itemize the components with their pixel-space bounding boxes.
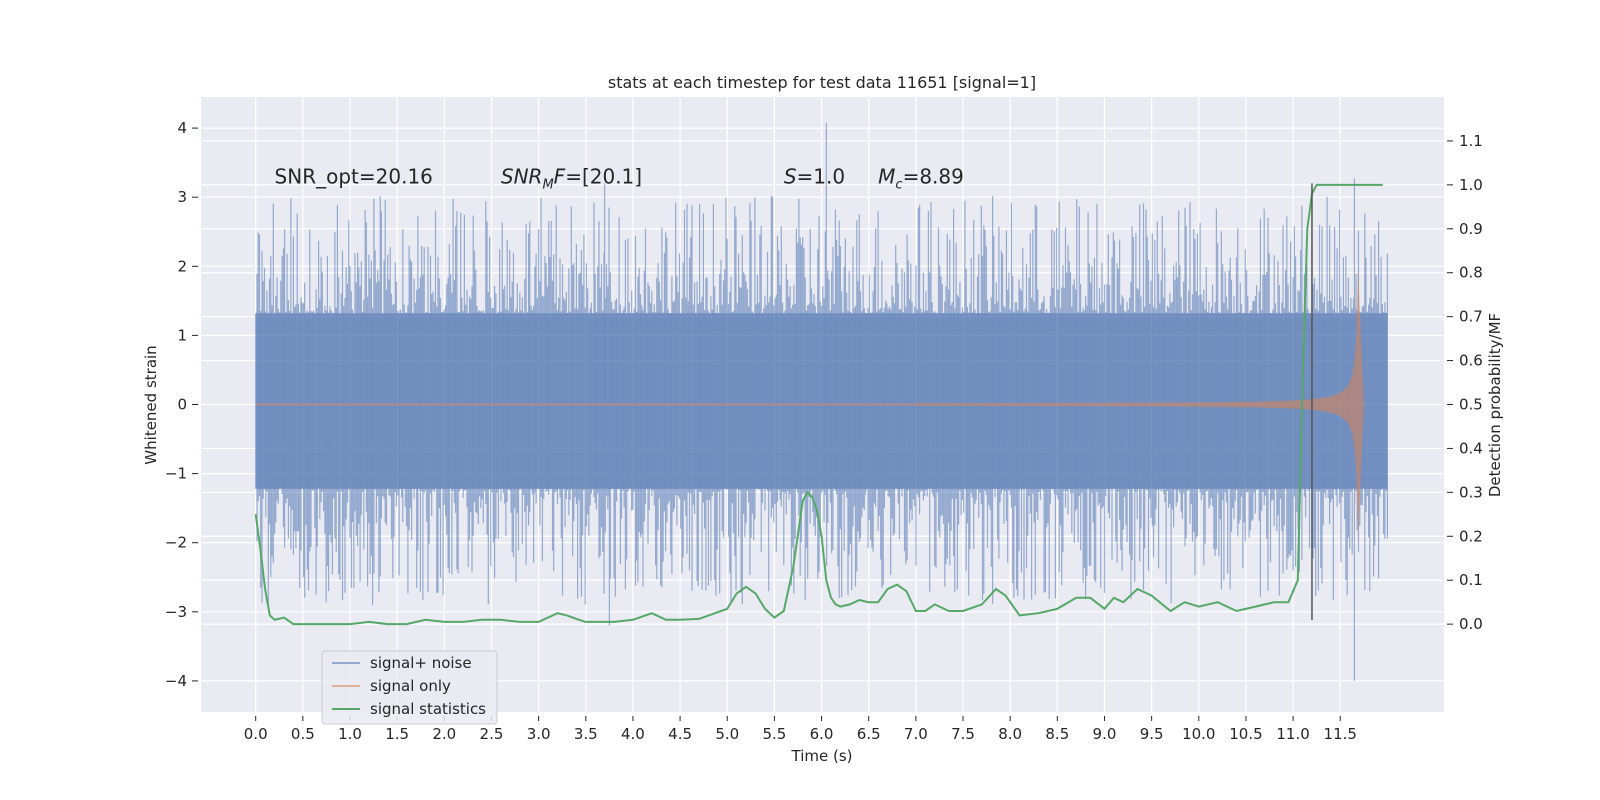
x-axis: 0.0 0.5 1.0 1.5 2.0 2.5 3.0 3.5 4.0 4.5 5.0 5.5 6.0 6…: [244, 716, 1357, 743]
x-tick-label: 2.0: [432, 725, 456, 743]
y-right-tick-label: 0.7: [1459, 308, 1483, 326]
x-tick-label: 11.0: [1276, 725, 1309, 743]
x-tick-label: 3.0: [527, 725, 551, 743]
x-tick-label: 10.0: [1182, 725, 1215, 743]
x-tick-label: 5.5: [762, 725, 786, 743]
legend-label-signal-statistics: signal statistics: [370, 700, 486, 718]
x-tick-label: 10.5: [1229, 725, 1262, 743]
x-tick-label: 5.0: [715, 725, 739, 743]
x-tick-label: 6.0: [810, 725, 834, 743]
signal-noise-series: [255, 122, 1388, 681]
mc-annotation: Mc=8.89: [878, 164, 964, 192]
y-tick-label: 4: [177, 119, 187, 137]
x-tick-label: 9.0: [1093, 725, 1117, 743]
x-tick-label: 1.5: [385, 725, 409, 743]
x-axis-label: Time (s): [791, 747, 853, 765]
y-tick-label: −2: [165, 534, 187, 552]
x-tick-label: 9.5: [1140, 725, 1164, 743]
y-tick-label: 3: [177, 188, 187, 206]
y-tick-label: 0: [177, 396, 187, 414]
y-right-tick-label: 1.0: [1459, 176, 1483, 194]
y-right-tick-label: 0.1: [1459, 571, 1483, 589]
y-right-tick-label: 0.8: [1459, 264, 1483, 282]
x-tick-label: 7.5: [951, 725, 975, 743]
x-tick-label: 0.5: [291, 725, 315, 743]
legend-label-signal-only: signal only: [370, 677, 451, 695]
y-right-tick-label: 0.0: [1459, 615, 1483, 633]
x-tick-label: 4.5: [668, 725, 692, 743]
snr-opt-annotation: SNR_opt=20.16: [275, 164, 433, 188]
legend-label-signal-noise: signal+ noise: [370, 654, 472, 672]
y-right-tick-label: 0.9: [1459, 220, 1483, 238]
x-tick-label: 3.5: [574, 725, 598, 743]
left-y-axis-label: Whitened strain: [142, 345, 160, 464]
chart-title: stats at each timestep for test data 116…: [608, 73, 1036, 92]
legend: signal+ noise signal only signal statist…: [321, 650, 498, 725]
x-tick-label: 6.5: [857, 725, 881, 743]
x-tick-label: 4.0: [621, 725, 645, 743]
y-right-tick-label: 0.2: [1459, 527, 1483, 545]
signal-statistics-line: [254, 183, 1383, 626]
signal-statistics-series: [254, 183, 1383, 626]
chirp-envelope: [915, 267, 1364, 542]
x-tick-label: 8.0: [998, 725, 1022, 743]
x-tick-label: 0.0: [244, 725, 268, 743]
snr-mf-annotation: SNRMF=[20.1]: [501, 164, 642, 192]
x-tick-label: 8.5: [1045, 725, 1069, 743]
legend-box: [321, 650, 498, 725]
y-tick-label: −1: [165, 465, 187, 483]
y-right-tick-label: 1.1: [1459, 132, 1483, 150]
annotations: SNR_opt=20.16 SNRMF=[20.1] S=1.0 Mc=8.89: [275, 164, 964, 192]
y-tick-label: 2: [177, 257, 187, 275]
x-tick-label: 1.0: [338, 725, 362, 743]
y-tick-label: −4: [165, 672, 187, 690]
y-right-tick-label: 0.3: [1459, 483, 1483, 501]
y-right-tick-label: 0.4: [1459, 439, 1483, 457]
right-y-axis-label: Detection probability/MF: [1486, 313, 1504, 497]
x-tick-label: 11.5: [1324, 725, 1357, 743]
y-tick-label: −3: [165, 603, 187, 621]
y-tick-label: 1: [177, 326, 187, 344]
s-annotation: S=1.0: [784, 164, 845, 188]
left-y-axis: −4 −3 −2 −1 0 1 2 3 4: [165, 119, 198, 690]
y-right-tick-label: 0.6: [1459, 352, 1483, 370]
y-right-tick-label: 0.5: [1459, 396, 1483, 414]
signal-only-series: [255, 267, 1364, 542]
x-tick-label: 7.0: [904, 725, 928, 743]
x-tick-label: 2.5: [480, 725, 504, 743]
right-y-axis: 0.0 0.1 0.2 0.3 0.4 0.5 0.6 0.7 0.8 0.9 1.0 1.1: [1447, 132, 1483, 633]
